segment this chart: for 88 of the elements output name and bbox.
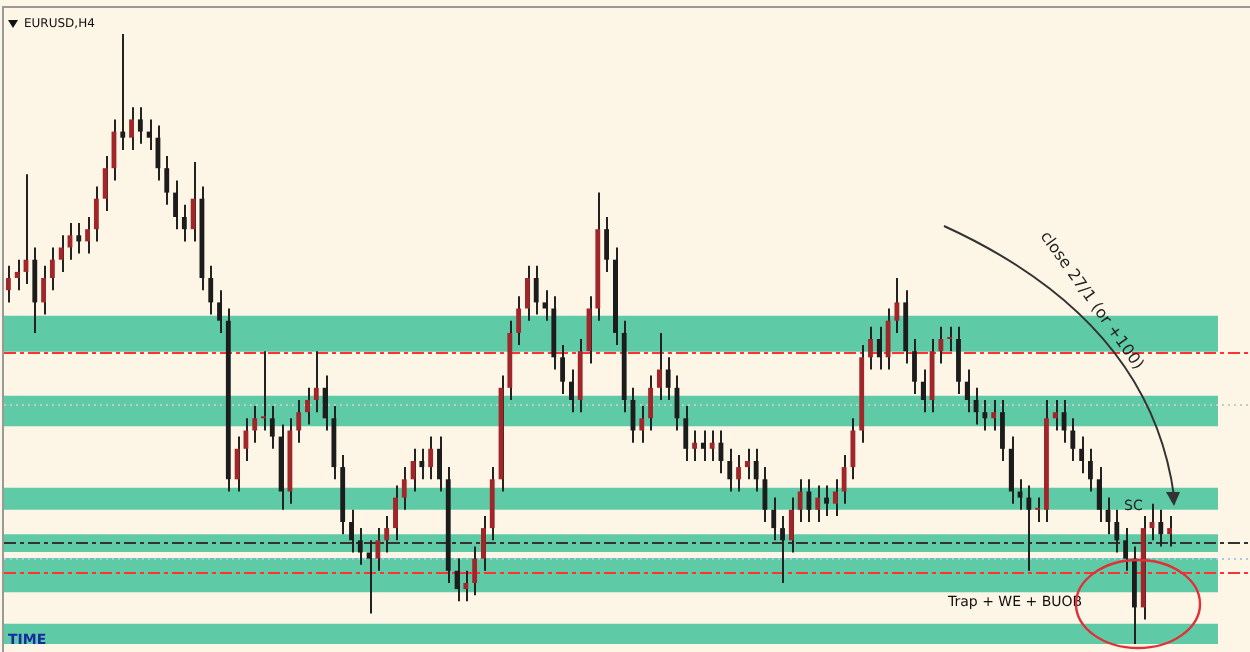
candlestick (5, 264, 11, 304)
candlestick (58, 234, 64, 273)
candlestick (208, 264, 214, 316)
candlestick (656, 331, 662, 401)
candlestick (252, 405, 258, 444)
candlestick (991, 399, 997, 432)
candlestick (428, 435, 434, 481)
candlestick (1035, 496, 1041, 523)
candlestick (938, 325, 944, 365)
candlestick (736, 453, 741, 493)
candlestick (14, 258, 20, 292)
candlestick (876, 325, 882, 371)
candlestick (305, 386, 310, 426)
candlestick (885, 307, 891, 371)
candlestick (437, 435, 442, 493)
candlestick (533, 264, 539, 316)
candlestick (560, 344, 566, 395)
candlestick (1070, 417, 1076, 462)
candlestick (217, 289, 222, 334)
candlestick (472, 545, 478, 597)
candlestick (261, 350, 266, 432)
candlestick (1114, 508, 1120, 554)
candlestick (401, 466, 407, 511)
candlestick (349, 508, 354, 554)
candlestick (727, 447, 733, 493)
candlestick (665, 356, 671, 401)
candlestick (164, 155, 170, 206)
candlestick (868, 325, 873, 371)
candlestick (832, 478, 838, 517)
candlestick (1158, 508, 1164, 548)
candlestick (234, 435, 240, 493)
candlestick (102, 155, 108, 212)
candlestick (481, 514, 486, 572)
candlestick (692, 429, 697, 462)
candlestick (93, 185, 99, 243)
candlestick (982, 399, 988, 432)
candlestick (313, 350, 319, 414)
candlestick (700, 429, 706, 462)
candlestick (824, 484, 829, 517)
candlestick (648, 374, 653, 432)
candlestick (357, 527, 363, 566)
candlestick (780, 514, 785, 584)
candlestick (1000, 399, 1005, 462)
candlestick (516, 295, 522, 347)
candlestick (173, 179, 178, 231)
candlestick (32, 246, 38, 334)
candlestick (639, 405, 645, 444)
candlestick (296, 399, 302, 444)
candlestick (788, 496, 794, 554)
candlestick (129, 106, 134, 151)
candlestick (137, 106, 143, 145)
candlestick (604, 216, 610, 273)
candlestick (1088, 447, 1093, 493)
candlestick (1079, 435, 1085, 475)
candlestick (956, 325, 961, 395)
candlestick (393, 484, 398, 542)
candlestick (76, 222, 82, 255)
candlestick (797, 478, 803, 523)
candlestick (815, 484, 821, 523)
candlestick (709, 429, 715, 462)
candlestick (525, 264, 530, 322)
candlestick (120, 33, 126, 151)
candlestick (568, 368, 574, 414)
candlestick (181, 203, 187, 243)
candlestick (49, 246, 55, 292)
candlestick (384, 514, 390, 554)
candlestick (146, 118, 152, 151)
candlestick (190, 161, 196, 243)
candlestick (1026, 484, 1032, 572)
candlestick (41, 264, 47, 316)
candlestick (920, 368, 926, 414)
candlestick (1008, 435, 1014, 505)
candlestick (753, 447, 759, 493)
candlestick (269, 405, 275, 450)
candlestick (1123, 527, 1129, 572)
candlestick (964, 368, 970, 414)
candlestick (841, 453, 847, 505)
candlestick (1096, 466, 1102, 523)
candlestick (683, 405, 689, 462)
candlestick (912, 338, 917, 395)
candlestick (771, 496, 777, 542)
candlestick (1167, 514, 1173, 548)
candlestick (1052, 399, 1058, 432)
candlestick (744, 447, 750, 481)
candlestick (85, 216, 90, 255)
candlestick (947, 325, 953, 353)
candlestick (850, 417, 856, 481)
candlestick (894, 277, 900, 334)
